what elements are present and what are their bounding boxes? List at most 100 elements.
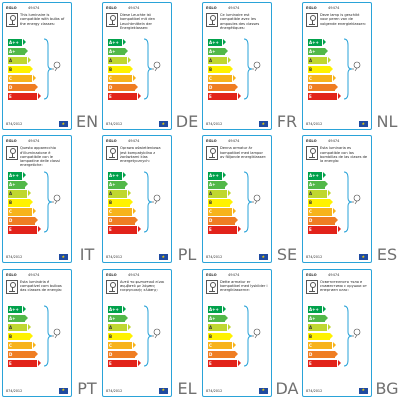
compatibility-text: Αυτό το φωτιστικό είναι συμβατό με λάμπε… (120, 279, 165, 293)
language-code: PT (77, 378, 97, 398)
eu-flag-icon (359, 387, 368, 394)
energy-class-bar: A++ (208, 305, 226, 313)
label-header: EGLO 49474 (306, 273, 368, 279)
bracket-lamp-icon (343, 305, 361, 367)
energy-class-bar: C (308, 74, 336, 83)
luminaire-icon (6, 13, 18, 27)
bracket-lamp-icon (143, 305, 161, 367)
luminaire-icon (106, 13, 118, 27)
compatibility-text: Осветителното тяло е съвместимо с крушки… (320, 279, 367, 293)
energy-class-bar: D (108, 350, 138, 358)
energy-class-bar: B (108, 65, 133, 74)
energy-class-bar: A++ (308, 172, 326, 180)
eu-flag-icon (359, 121, 368, 127)
language-code: SE (276, 245, 298, 265)
regulation-number: 874/2012 (6, 122, 23, 126)
label-header: EGLO 49474 (6, 139, 68, 145)
energy-label-card: EGLO 49474 Esta luminária é compatível com… (2, 268, 72, 397)
energy-class-bar: B (8, 332, 33, 340)
luminaire-icon (206, 13, 218, 27)
regulation-number: 874/2012 (6, 255, 23, 260)
energy-class-bar: C (308, 208, 336, 216)
energy-class-bar: A+ (208, 181, 228, 189)
energy-class-scale: A++ A+ A B C D E (308, 39, 341, 102)
energy-class-bar: B (108, 199, 133, 207)
energy-label-card: EGLO 49474 Ce luminaire est compatible ave… (202, 2, 272, 130)
label-header: EGLO 49474 (306, 6, 368, 12)
energy-class-bar: C (208, 74, 236, 83)
regulation-number: 874/2012 (206, 255, 223, 260)
regulation-number: 874/2012 (6, 388, 23, 393)
energy-label-card: EGLO 49474 This luminaire is compatible wi… (2, 2, 72, 130)
energy-class-bar: A (308, 56, 331, 65)
energy-class-bar: A+ (308, 314, 328, 322)
model-number: 49474 (28, 139, 40, 144)
energy-label-cell: EGLO 49474 Осветителното тяло е съвместимо… (300, 267, 400, 400)
energy-class-bar: A++ (308, 39, 326, 47)
energy-class-bar: D (308, 350, 338, 358)
bracket-lamp-icon (143, 171, 161, 233)
bracket-lamp-icon (243, 38, 261, 100)
energy-label-cell: EGLO 49474 Αυτό το φωτιστικό είναι συμβατό… (100, 267, 200, 400)
energy-class-scale: A++ A+ A B C D E (208, 172, 241, 235)
language-code: NL (376, 112, 398, 131)
energy-class-bar: B (208, 332, 233, 340)
energy-class-bar: E (208, 359, 241, 367)
energy-class-bar: A++ (8, 305, 26, 313)
bracket-lamp-icon (43, 38, 61, 100)
energy-class-bar: D (8, 350, 38, 358)
energy-class-bar: D (108, 217, 138, 225)
energy-class-bar: A (308, 323, 331, 331)
energy-class-bar: C (208, 341, 236, 349)
energy-label-card: EGLO 49474 Осветителното тяло е съвместимо… (302, 268, 372, 397)
energy-class-bar: A+ (8, 181, 28, 189)
energy-class-bar: C (108, 74, 136, 83)
luminaire-icon (106, 279, 118, 294)
luminaire-icon (6, 279, 18, 294)
energy-class-bar: A+ (208, 47, 228, 56)
language-code: EN (75, 112, 99, 131)
compatibility-text: Deze lamp is geschikt voor peren van de … (320, 13, 367, 26)
brand-name: EGLO (206, 139, 217, 144)
energy-class-bar: D (308, 217, 338, 225)
brand-name: EGLO (206, 6, 217, 10)
bracket-lamp-icon (143, 38, 161, 100)
language-code: DE (175, 112, 199, 131)
energy-label-card: EGLO 49474 Dette armatur er kompatibel med… (202, 268, 272, 397)
brand-name: EGLO (306, 272, 317, 277)
luminaire-icon (106, 146, 118, 161)
energy-class-bar: A++ (308, 305, 326, 313)
energy-class-bar: C (308, 341, 336, 349)
model-number: 49474 (128, 272, 140, 277)
regulation-number: 874/2012 (306, 122, 323, 126)
language-code: EL (177, 378, 197, 398)
label-header: EGLO 49474 (6, 6, 68, 12)
regulation-number: 874/2012 (206, 122, 223, 126)
energy-class-bar: A (108, 323, 131, 331)
energy-class-bar: A (108, 56, 131, 65)
energy-class-bar: A++ (8, 39, 26, 47)
bracket-lamp-icon (43, 171, 61, 233)
energy-label-cell: EGLO 49474 Deze lamp is geschikt voor pere… (300, 0, 400, 133)
brand-name: EGLO (206, 272, 217, 277)
luminaire-icon (206, 279, 218, 294)
energy-class-bar: D (208, 217, 238, 225)
regulation-number: 874/2012 (106, 255, 123, 260)
energy-class-bar: E (208, 226, 241, 234)
model-number: 49474 (228, 272, 240, 277)
brand-name: EGLO (106, 6, 117, 10)
model-number: 49474 (228, 6, 240, 10)
energy-class-bar: D (8, 217, 38, 225)
energy-label-card: EGLO 49474 Diese Leuchte ist kompatibel mi… (102, 2, 172, 130)
label-header: EGLO 49474 (206, 6, 268, 12)
energy-class-bar: A (308, 190, 331, 198)
energy-label-cell: EGLO 49474 Oprawa oświetleniowa jest kompa… (100, 133, 200, 266)
energy-label-card: EGLO 49474 Oprawa oświetleniowa jest kompa… (102, 135, 172, 264)
energy-class-bar: B (308, 332, 333, 340)
energy-label-card: EGLO 49474 Αυτό το φωτιστικό είναι συμβατό… (102, 268, 172, 397)
energy-label-cell: EGLO 49474 Questo apparecchio d'illuminazi… (0, 133, 100, 266)
brand-name: EGLO (6, 139, 17, 144)
energy-label-card: EGLO 49474 Denna armatur är kompatibel med… (202, 135, 272, 264)
energy-class-scale: A++ A+ A B C D E (108, 39, 141, 102)
